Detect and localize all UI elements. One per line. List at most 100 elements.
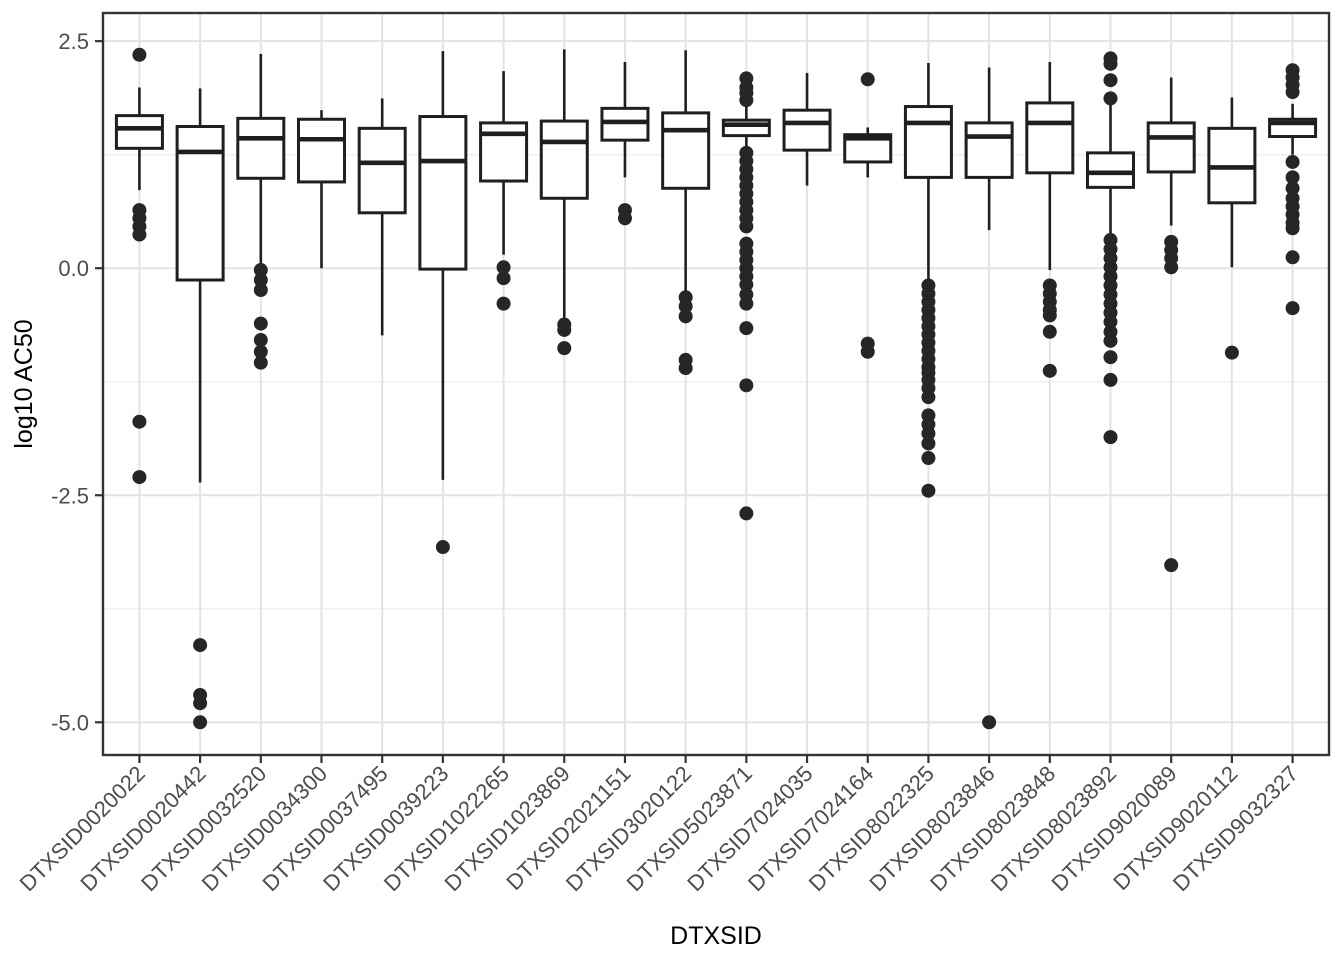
outlier-point <box>253 283 268 298</box>
iqr-box <box>418 115 468 271</box>
iqr-box <box>296 117 346 184</box>
iqr-box <box>357 126 407 215</box>
outlier-point <box>1103 430 1118 445</box>
y-tick-label: -5.0 <box>51 710 89 735</box>
box-group-DTXSID8023846 <box>964 67 1014 730</box>
outlier-point <box>739 321 754 336</box>
outlier-point <box>921 390 936 405</box>
box-group-DTXSID9032327 <box>1268 63 1318 316</box>
outlier-point <box>1103 333 1118 348</box>
box-group-DTXSID7024164 <box>843 72 893 359</box>
outlier-point <box>1285 250 1300 265</box>
outlier-point <box>193 638 208 653</box>
box-group-DTXSID8022325 <box>903 62 953 498</box>
outlier-point <box>1285 181 1300 196</box>
iqr-box <box>539 119 589 200</box>
outlier-point <box>1285 85 1300 100</box>
outlier-point <box>557 322 572 337</box>
panel-border <box>101 11 1331 757</box>
box-group-DTXSID0032520 <box>236 53 286 370</box>
iqr-box <box>1086 151 1136 189</box>
iqr-box <box>175 125 225 282</box>
outlier-point <box>921 483 936 498</box>
outlier-point <box>253 332 268 347</box>
outlier-point <box>678 309 693 324</box>
outlier-point <box>1285 154 1300 169</box>
outlier-point <box>253 344 268 359</box>
grid-layer <box>103 13 1329 755</box>
box-group-DTXSID8023892 <box>1086 51 1136 445</box>
outlier-point <box>678 361 693 376</box>
outlier-point <box>982 715 997 730</box>
box-group-DTXSID1023869 <box>539 49 589 356</box>
outlier-point <box>1103 350 1118 365</box>
outlier-point <box>1103 73 1118 88</box>
outlier-point <box>617 211 632 226</box>
outlier-point <box>132 414 147 429</box>
box-group-DTXSID5023871 <box>721 71 771 521</box>
y-tick-label: 0.0 <box>58 256 89 281</box>
outlier-point <box>739 296 754 311</box>
outlier-point <box>193 715 208 730</box>
outlier-point <box>921 426 936 441</box>
outlier-point <box>253 263 268 278</box>
outlier-point <box>1164 260 1179 275</box>
outlier-point <box>739 277 754 292</box>
outlier-point <box>496 271 511 286</box>
outlier-point <box>739 378 754 393</box>
outlier-point <box>860 72 875 87</box>
outlier-point <box>1103 56 1118 71</box>
outlier-point <box>1164 558 1179 573</box>
outlier-point <box>253 273 268 288</box>
iqr-box <box>903 105 953 179</box>
outlier-point <box>860 344 875 359</box>
y-tick-label: 2.5 <box>58 29 89 54</box>
box-group-DTXSID9020089 <box>1146 77 1196 573</box>
outlier-point <box>678 299 693 314</box>
box-group-DTXSID2021151 <box>600 62 650 226</box>
outlier-point <box>1103 372 1118 387</box>
outlier-point <box>739 93 754 108</box>
box-group-DTXSID7024035 <box>782 72 832 186</box>
box-layer <box>114 47 1318 730</box>
y-tick-label: -2.5 <box>51 483 89 508</box>
box-group-DTXSID0034300 <box>296 110 346 269</box>
outlier-point <box>496 260 511 275</box>
box-group-DTXSID1022265 <box>479 71 529 311</box>
iqr-box <box>236 116 286 180</box>
outlier-point <box>1285 170 1300 185</box>
outlier-point <box>739 219 754 234</box>
outlier-point <box>739 506 754 521</box>
box-group-DTXSID0039223 <box>418 51 468 555</box>
outlier-point <box>132 227 147 242</box>
outlier-point <box>435 540 450 555</box>
outlier-point <box>921 436 936 451</box>
outlier-point <box>496 296 511 311</box>
outlier-point <box>1285 301 1300 316</box>
outlier-point <box>253 355 268 370</box>
iqr-box <box>661 111 711 190</box>
box-group-DTXSID9020112 <box>1207 97 1257 360</box>
x-axis-title: DTXSID <box>670 922 762 950</box>
iqr-box <box>964 121 1014 179</box>
iqr-box <box>1146 121 1196 174</box>
outlier-point <box>1042 324 1057 339</box>
box-group-DTXSID3020122 <box>661 50 711 376</box>
outlier-point <box>1042 308 1057 323</box>
outlier-point <box>132 470 147 485</box>
iqr-box <box>114 114 164 150</box>
outlier-point <box>1285 221 1300 236</box>
box-group-DTXSID0020022 <box>114 47 164 485</box>
outlier-point <box>193 696 208 711</box>
outlier-point <box>1042 363 1057 378</box>
outlier-point <box>1103 314 1118 329</box>
outlier-point <box>1103 91 1118 106</box>
y-axis-title: log10 AC50 <box>10 319 38 448</box>
iqr-box <box>1025 101 1075 175</box>
outlier-point <box>1224 345 1239 360</box>
iqr-box <box>782 108 832 152</box>
outlier-point <box>253 316 268 331</box>
box-group-DTXSID8023848 <box>1025 62 1075 378</box>
